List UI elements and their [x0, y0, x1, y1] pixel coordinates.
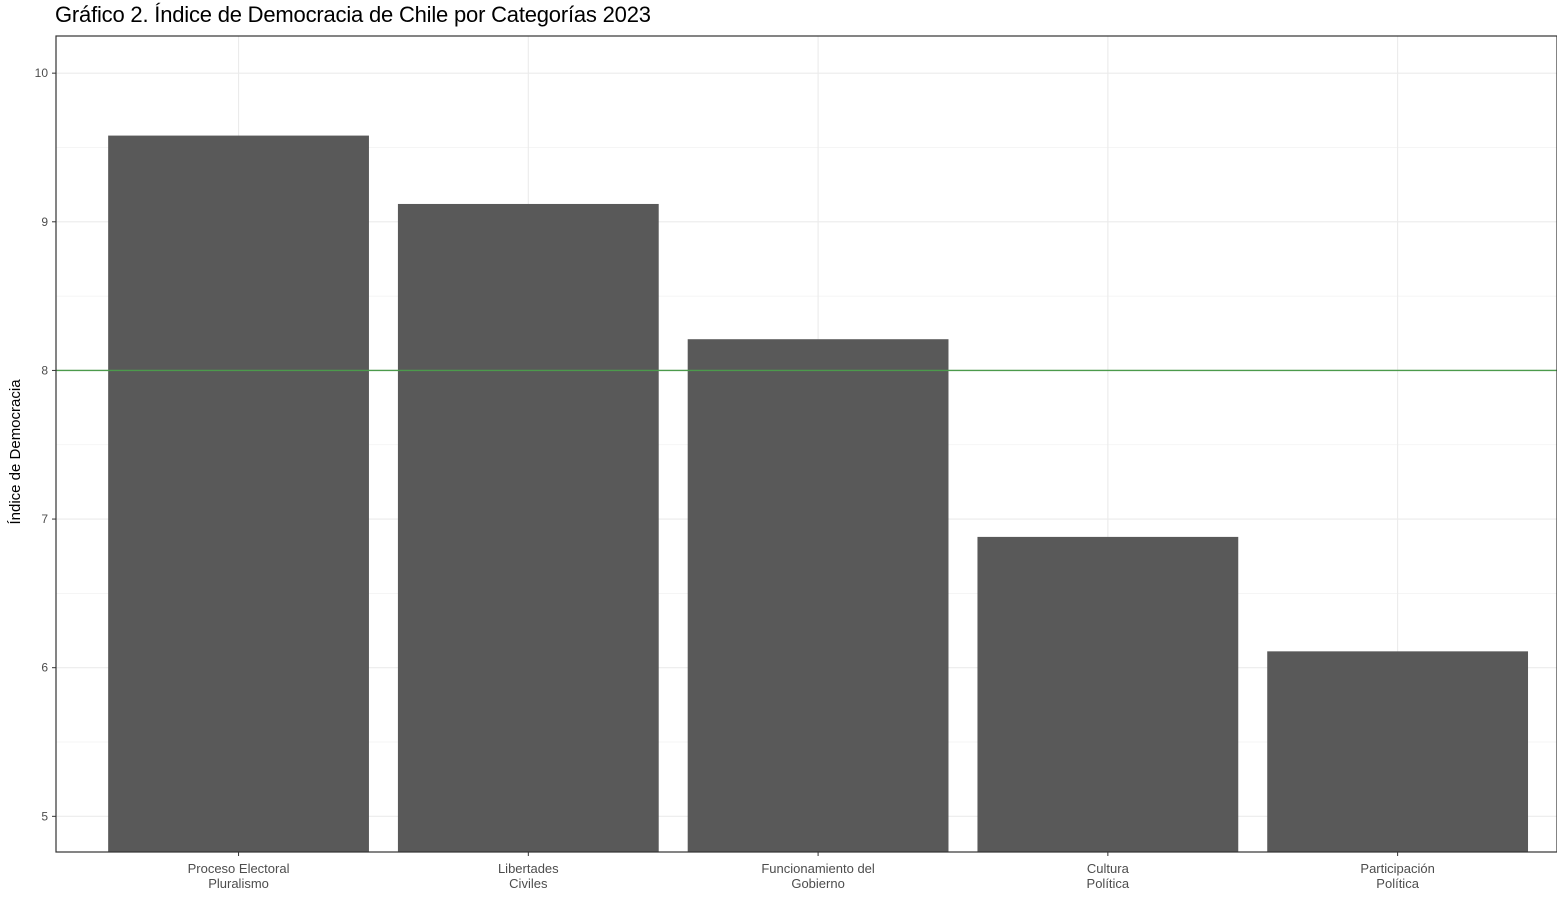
y-tick-label: 6 — [41, 661, 48, 675]
x-tick-label-line: Política — [1376, 876, 1419, 891]
x-tick-label: Libertades Civiles — [498, 861, 559, 891]
x-tick-label: Participación Política — [1360, 861, 1434, 891]
y-tick-label: 9 — [41, 215, 48, 229]
y-tick-label: 10 — [35, 66, 49, 80]
x-tick-label-line: Funcionamiento del — [761, 861, 875, 876]
chart-title: Gráfico 2. Índice de Democracia de Chile… — [55, 2, 651, 27]
x-tick-label-line: Civiles — [509, 876, 548, 891]
x-tick-label-line: Política — [1087, 876, 1130, 891]
panel-border — [55, 35, 1557, 853]
x-tick-label-line: Proceso Electoral — [188, 861, 290, 876]
y-tick-label: 7 — [41, 512, 48, 526]
bar — [1267, 651, 1529, 852]
y-tick-label: 5 — [41, 809, 48, 823]
x-tick-label-line: Participación — [1360, 861, 1434, 876]
y-tick-label: 8 — [41, 363, 48, 377]
bar — [108, 135, 369, 852]
bar — [977, 536, 1239, 852]
x-tick-label-line: Cultura — [1087, 861, 1130, 876]
x-tick-label-line: Gobierno — [791, 876, 844, 891]
x-axis: Proceso Electoral Pluralismo Libertades Civ… — [188, 852, 1435, 891]
x-tick-label: Funcionamiento del Gobierno — [761, 861, 875, 891]
x-tick-label-line: Pluralismo — [208, 876, 269, 891]
bar — [687, 339, 949, 852]
x-tick-label: Cultura Política — [1087, 861, 1130, 891]
bar — [397, 203, 659, 852]
x-tick-label-line: Libertades — [498, 861, 559, 876]
x-tick-label: Proceso Electoral Pluralismo — [188, 861, 290, 891]
bars — [108, 135, 1529, 852]
y-axis-title: Índice de Democracia — [7, 379, 24, 525]
y-axis: 5 6 7 8 9 10 — [35, 66, 56, 823]
